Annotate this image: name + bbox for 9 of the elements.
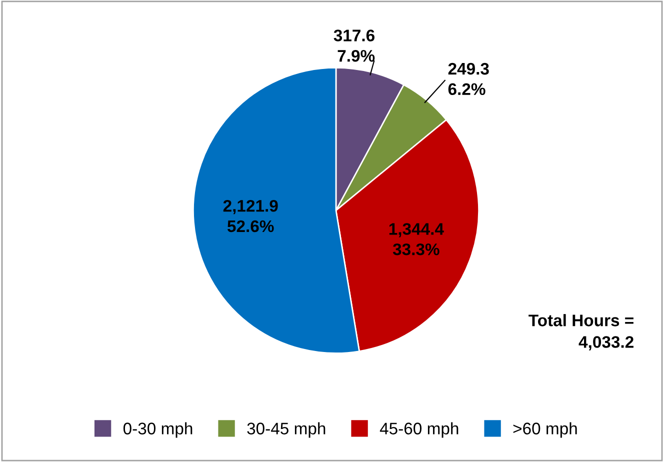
data-label: 317.6 7.9% [334, 30, 375, 62]
data-label: 249.3 6.2% [448, 62, 489, 96]
legend-label: 0-30 mph [123, 422, 192, 438]
legend-label: >60 mph [513, 422, 577, 438]
legend-label: 45-60 mph [380, 422, 458, 438]
data-label: 2,121.9 52.6% [223, 200, 278, 232]
legend-label: 30-45 mph [247, 422, 326, 438]
data-label: 1,344.4 33.3% [389, 223, 444, 256]
text: Total Hours = 4,033.2 [528, 314, 634, 350]
